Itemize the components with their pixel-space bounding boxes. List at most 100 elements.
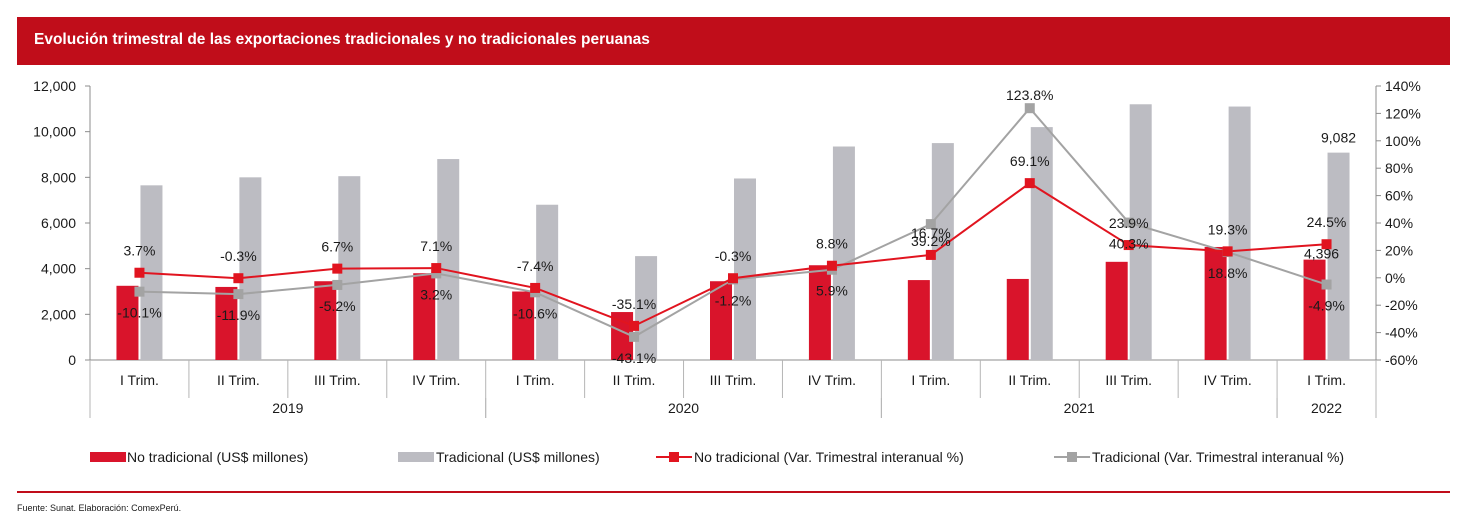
bar-no-tradicional xyxy=(907,280,930,360)
bar-tradicional xyxy=(734,178,756,360)
x-tick-label: III Trim. xyxy=(1105,372,1152,388)
y-tick-label-right: 80% xyxy=(1385,160,1413,176)
x-tick-label: II Trim. xyxy=(613,372,656,388)
bar-no-tradicional xyxy=(710,281,732,360)
chart-title: Evolución trimestral de las exportacione… xyxy=(34,31,650,48)
y-tick-label-right: -60% xyxy=(1385,352,1418,368)
bar-tradicional xyxy=(1030,127,1053,360)
legend-swatch-tradicional-bar xyxy=(398,452,434,462)
bar-no-tradicional xyxy=(413,273,436,360)
bar-no-tradicional xyxy=(1105,261,1128,360)
marker-no-tradicional xyxy=(826,260,837,271)
x-tick-label: II Trim. xyxy=(217,372,260,388)
y-tick-label-right: 20% xyxy=(1385,242,1413,258)
marker-tradicional xyxy=(1024,103,1035,114)
y-tick-label-left: 6,000 xyxy=(41,215,76,231)
marker-no-tradicional xyxy=(925,249,936,260)
data-label-no-tradicional-pct: 69.1% xyxy=(1010,153,1050,169)
data-label-tradicional-pct: 5.9% xyxy=(816,283,848,299)
y-tick-label-right: 60% xyxy=(1385,188,1413,204)
data-label-no-tradicional-pct: 6.7% xyxy=(321,239,353,255)
data-label-tradicional-pct: -10.1% xyxy=(117,305,161,321)
bar-no-tradicional xyxy=(314,281,337,360)
source-note: Fuente: Sunat. Elaboración: ComexPerú. xyxy=(17,503,182,513)
bottom-divider xyxy=(17,491,1450,493)
data-label-tradicional-pct: 18.8% xyxy=(1208,265,1248,281)
bar-no-tradicional xyxy=(808,265,831,360)
data-labels: 3.7% -0.3% 6.7% 7.1% -7.4% -35.1% -0.3% 8.8% 16.… xyxy=(117,87,1356,366)
legend: No tradicional (US$ millones) Tradicional… xyxy=(90,449,1344,465)
bar-tradicional xyxy=(437,159,460,360)
bar-no-tradicional xyxy=(512,291,535,360)
bar-tradicional xyxy=(239,177,262,360)
bar-tradicional xyxy=(931,143,954,360)
data-label-no-tradicional-pct: 19.3% xyxy=(1208,221,1248,237)
x-tick-label: III Trim. xyxy=(314,372,361,388)
marker-tradicional xyxy=(1123,217,1134,228)
data-label-tradicional-pct: -5.2% xyxy=(319,298,356,314)
x-tick-label: I Trim. xyxy=(120,372,159,388)
data-label-no-tradicional-pct: -0.3% xyxy=(220,248,257,264)
data-label-no-tradicional-pct: -0.3% xyxy=(715,248,752,264)
x-tick-label: I Trim. xyxy=(1307,372,1346,388)
bar-no-tradicional xyxy=(116,285,139,360)
chart: 0 2,000 4,000 6,000 8,000 10,000 12,000 -60% -40… xyxy=(33,78,1421,465)
year-label: 2021 xyxy=(1064,400,1095,416)
y-tick-label-left: 10,000 xyxy=(33,124,76,140)
legend-label-no-tradicional-line: No tradicional (Var. Trimestral interanu… xyxy=(694,449,964,465)
bar-tradicional xyxy=(1327,152,1350,360)
x-tick-label: I Trim. xyxy=(911,372,950,388)
marker-no-tradicional xyxy=(431,263,442,274)
bar-tradicional xyxy=(1228,106,1251,360)
data-label-tradicional-bar: 9,082 xyxy=(1321,130,1356,146)
data-label-tradicional-pct: -10.6% xyxy=(513,305,557,321)
x-tick-label: IV Trim. xyxy=(808,372,856,388)
y-tick-label-left: 0 xyxy=(68,352,76,368)
bar-no-tradicional xyxy=(1204,246,1227,360)
data-label-tradicional-pct: -11.9% xyxy=(217,307,260,323)
bar-tradicional xyxy=(832,146,855,360)
marker-no-tradicional xyxy=(629,320,640,331)
data-label-tradicional-pct: 3.2% xyxy=(420,286,452,302)
data-label-no-tradicional-pct: 3.7% xyxy=(124,243,156,259)
year-label: 2019 xyxy=(272,400,303,416)
marker-no-tradicional xyxy=(233,273,244,284)
y-tick-label-right: 40% xyxy=(1385,215,1413,231)
data-label-no-tradicional-bar: 4,396 xyxy=(1304,246,1339,262)
legend-label-tradicional-bar: Tradicional (US$ millones) xyxy=(436,449,600,465)
x-tick-label: I Trim. xyxy=(516,372,555,388)
data-label-no-tradicional-pct: 7.1% xyxy=(420,238,452,254)
bar-no-tradicional xyxy=(1303,259,1326,360)
legend-swatch-no-tradicional-bar xyxy=(90,452,126,462)
data-label-no-tradicional-pct: 23.9% xyxy=(1109,215,1149,231)
marker-no-tradicional xyxy=(1123,240,1134,251)
data-label-no-tradicional-pct: 16.7% xyxy=(911,225,951,241)
marker-no-tradicional xyxy=(1321,239,1332,250)
legend-marker-no-tradicional xyxy=(669,452,679,462)
legend-marker-tradicional xyxy=(1067,452,1077,462)
x-tick-label: II Trim. xyxy=(1008,372,1051,388)
axes: 0 2,000 4,000 6,000 8,000 10,000 12,000 -60% -40… xyxy=(33,78,1421,418)
legend-label-no-tradicional-bar: No tradicional (US$ millones) xyxy=(127,449,308,465)
x-tick-label: III Trim. xyxy=(710,372,757,388)
y-tick-label-right: -40% xyxy=(1385,325,1418,341)
data-label-tradicional-pct: 40.3% xyxy=(1109,236,1149,252)
data-label-tradicional-pct: -4.9% xyxy=(1308,298,1345,314)
marker-tradicional xyxy=(629,331,640,342)
x-tick-label: IV Trim. xyxy=(1203,372,1251,388)
marker-no-tradicional xyxy=(1222,246,1233,257)
y-tick-label-left: 4,000 xyxy=(41,261,76,277)
data-label-tradicional-pct: -43.1% xyxy=(612,350,656,366)
marker-tradicional xyxy=(332,279,343,290)
marker-no-tradicional xyxy=(530,282,541,293)
lines xyxy=(134,103,1332,342)
marker-no-tradicional xyxy=(1024,178,1035,189)
title-bar: Evolución trimestral de las exportacione… xyxy=(17,17,1450,65)
bar-tradicional xyxy=(536,204,559,360)
data-label-tradicional-pct: 123.8% xyxy=(1006,87,1053,103)
x-tick-label: IV Trim. xyxy=(412,372,460,388)
bar-tradicional xyxy=(1129,104,1152,361)
marker-tradicional xyxy=(134,286,145,297)
bar-no-tradicional xyxy=(215,286,238,360)
y-tick-label-left: 2,000 xyxy=(41,306,76,322)
